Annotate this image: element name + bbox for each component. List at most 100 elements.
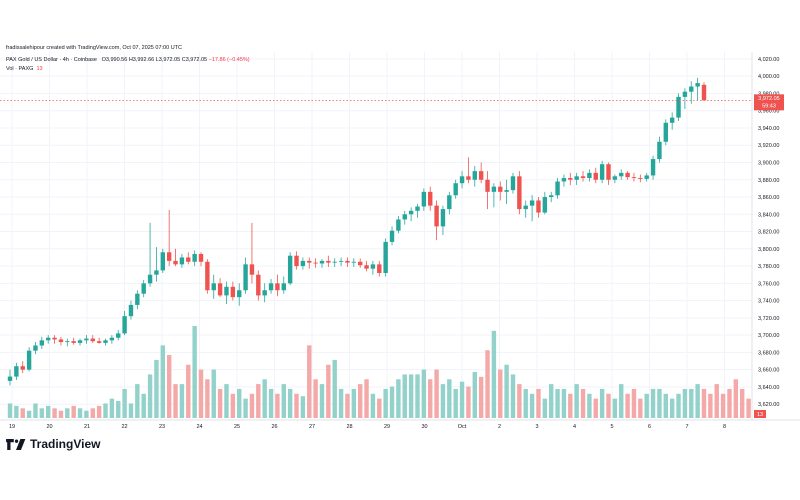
y-tick-label: 3,680.00 — [758, 350, 779, 356]
candle-body — [453, 183, 458, 196]
volume-bar — [478, 376, 484, 418]
candle-body — [364, 265, 369, 269]
y-tick-label: 3,920.00 — [758, 143, 779, 149]
candle-body — [39, 340, 45, 346]
volume-bar — [103, 403, 108, 418]
volume-marker-badge — [754, 410, 766, 418]
y-tick-label: 3,880.00 — [758, 178, 779, 184]
candle-body — [275, 283, 280, 291]
volume-bar — [389, 386, 395, 418]
x-tick-label: 22 — [121, 424, 127, 430]
candle-body — [262, 290, 267, 296]
volume-bar — [46, 405, 51, 418]
candle-body — [345, 260, 350, 263]
volume-bar — [587, 393, 592, 418]
candle-body — [217, 283, 223, 296]
candle-body — [408, 210, 414, 215]
candle-body — [568, 178, 573, 180]
volume-bar — [377, 398, 382, 418]
volume-bar — [606, 393, 611, 418]
volume-bar — [39, 408, 45, 418]
volume-bar — [733, 379, 739, 418]
volume-bar — [612, 398, 618, 418]
candle-body — [561, 178, 567, 182]
candle-body — [459, 176, 465, 184]
x-tick-label: 19 — [9, 424, 15, 430]
candle-body — [402, 214, 407, 220]
candle-body — [192, 253, 197, 262]
volume-bar — [408, 374, 414, 418]
volume-bar — [135, 384, 140, 418]
volume-bar — [198, 369, 204, 418]
candle-body — [154, 270, 159, 275]
brand-name: TradingView — [30, 437, 101, 451]
volume-bar — [428, 379, 433, 418]
candle-body — [230, 286, 236, 298]
volume-bar — [504, 364, 509, 418]
x-tick-label: Oct — [458, 424, 467, 430]
y-tick-label: 3,760.00 — [758, 281, 779, 287]
candle-body — [599, 164, 605, 180]
candle-body — [224, 286, 229, 296]
candle-body — [669, 117, 675, 123]
volume-bar — [440, 384, 446, 418]
volume-bar — [740, 388, 745, 418]
volume-bar — [14, 405, 19, 418]
candle-body — [141, 283, 146, 294]
y-tick-label: 3,960.00 — [758, 109, 779, 115]
volume-bar — [307, 345, 312, 418]
candle-body — [663, 122, 668, 142]
candle-body — [186, 257, 191, 262]
x-tick-label: 5 — [610, 424, 613, 430]
volume-bar — [714, 384, 719, 418]
volume-bar — [580, 388, 586, 418]
tradingview-brand[interactable]: TradingView — [6, 437, 100, 451]
volume-bar — [485, 350, 490, 418]
volume-bar — [7, 403, 13, 418]
candle-body — [485, 179, 490, 192]
x-tick-label: 8 — [723, 424, 726, 430]
candle-body — [281, 283, 286, 291]
candle-body — [676, 96, 681, 118]
volume-bar — [625, 393, 630, 418]
candle-body — [593, 172, 598, 180]
last-price-label: 3,972.05 — [758, 96, 779, 102]
candle-body — [135, 293, 140, 305]
candle-body — [370, 264, 376, 269]
volume-bar — [555, 388, 560, 418]
volume-bar — [116, 401, 121, 418]
volume-bar — [217, 388, 223, 418]
volume-bar — [689, 388, 694, 418]
y-tick-label: 3,940.00 — [758, 126, 779, 132]
volume-bar — [402, 374, 407, 418]
volume-bar — [243, 398, 248, 418]
candle-body — [237, 290, 242, 298]
y-tick-label: 3,700.00 — [758, 333, 779, 339]
candle-body — [287, 255, 293, 284]
volume-bar — [676, 393, 681, 418]
candle-body — [478, 171, 484, 180]
candle-body — [109, 337, 115, 341]
candle-body — [440, 209, 446, 227]
candle-body — [26, 350, 32, 370]
author-line: fradissalehipour created with TradingVie… — [6, 45, 182, 51]
candle-body — [122, 316, 127, 334]
candle-body — [294, 255, 299, 267]
candle-body — [249, 264, 255, 275]
volume-bar — [109, 398, 115, 418]
candle-body — [166, 252, 172, 261]
candle-body — [52, 337, 57, 340]
candle-body — [383, 241, 388, 273]
volume-label: Vol · PAXG — [6, 66, 34, 72]
candle-body — [657, 141, 662, 160]
volume-bar — [548, 384, 554, 418]
volume-bar — [472, 372, 477, 418]
volume-bar — [33, 403, 38, 418]
candle-body — [644, 175, 649, 179]
volume-bar — [529, 393, 535, 418]
y-tick-label: 3,860.00 — [758, 195, 779, 201]
volume-bar — [326, 364, 331, 418]
candle-body — [447, 195, 452, 210]
volume-bar — [205, 379, 210, 418]
